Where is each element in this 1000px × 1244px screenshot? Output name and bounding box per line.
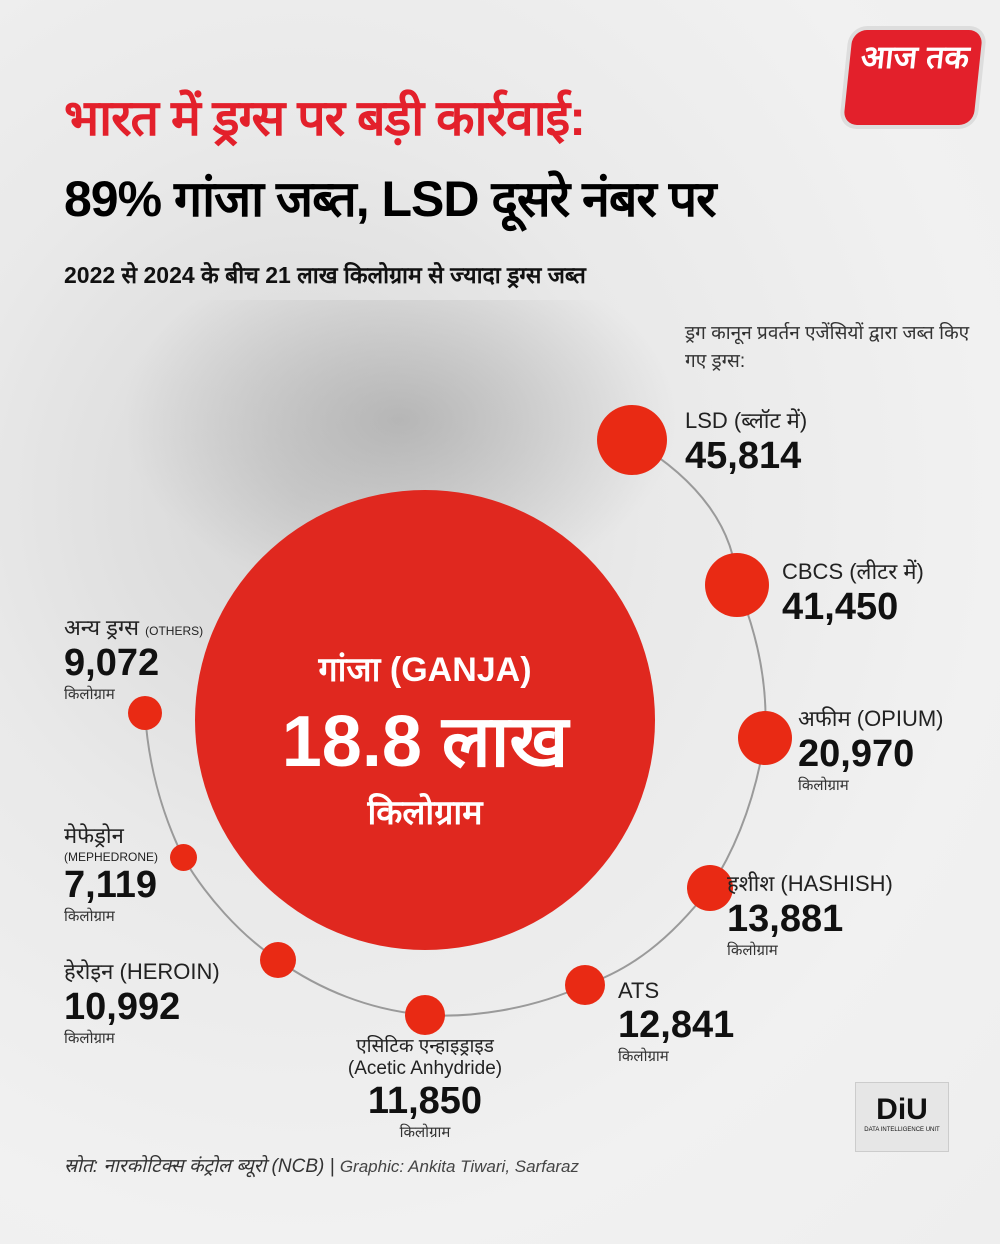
- label-hashish: हशीश (HASHISH) 13,881 किलोग्राम: [727, 871, 893, 959]
- label-acetic: एसिटिक एन्हाइड्राइड (Acetic Anhydride) 1…: [347, 1036, 503, 1141]
- title-line-1: भारत में ड्रग्स पर बड़ी कार्रवाई:: [64, 90, 586, 146]
- bubble-heroin: [260, 942, 296, 978]
- bubble-lsd: [597, 405, 667, 475]
- bubble-opium: [738, 711, 792, 765]
- subtitle: 2022 से 2024 के बीच 21 लाख किलोग्राम से …: [64, 262, 586, 288]
- diu-logo: DiU DATA INTELLIGENCE UNIT: [855, 1082, 949, 1152]
- bubble-others: [128, 696, 162, 730]
- label-lsd: LSD (ब्लॉट में) 45,814: [685, 408, 808, 477]
- bubble-mephedrone: [170, 844, 197, 871]
- bubble-cbcs: [705, 553, 769, 617]
- bubble-acetic: [405, 995, 445, 1035]
- source-credit: स्रोत: नारकोटिक्स कंट्रोल ब्यूरो (NCB) |…: [64, 1156, 580, 1177]
- bubble-ats: [565, 965, 605, 1005]
- label-opium: अफीम (OPIUM) 20,970 किलोग्राम: [798, 706, 944, 794]
- label-mephedrone: मेफेड्रोन (MEPHEDRONE) 7,119 किलोग्राम: [64, 823, 159, 925]
- label-others: अन्य ड्रग्स (OTHERS) 9,072 किलोग्राम: [64, 615, 204, 703]
- label-ats: ATS 12,841 किलोग्राम: [618, 978, 735, 1065]
- bubble-hashish: [687, 865, 733, 911]
- label-cbcs: CBCS (लीटर में) 41,450: [782, 559, 924, 628]
- label-heroin: हेरोइन (HEROIN) 10,992 किलोग्राम: [64, 959, 220, 1047]
- title-line-2: 89% गांजा जब्त, LSD दूसरे नंबर पर: [64, 171, 717, 227]
- intro-text: ड्रग कानून प्रवर्तन एजेंसियों द्वारा जब्…: [685, 323, 970, 372]
- ganja-bubble: गांजा (GANJA) 18.8 लाख किलोग्राम: [195, 490, 655, 950]
